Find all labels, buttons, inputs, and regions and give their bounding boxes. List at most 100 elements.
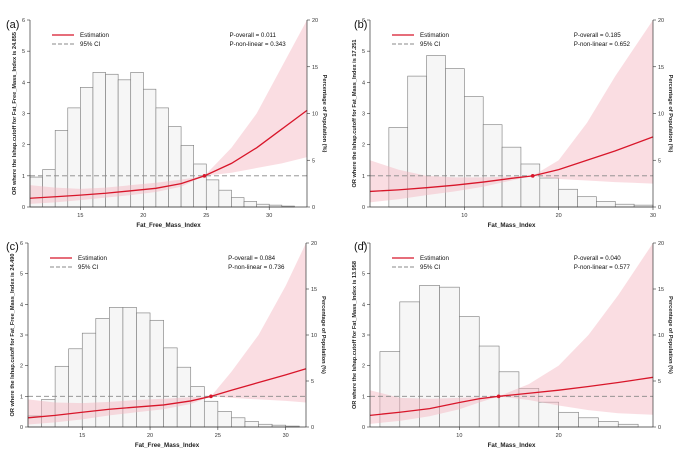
y2-tick-label: 0 <box>658 425 661 431</box>
chart-panel-3: 0 1 2 3 4 5 6 0 5 10 15 20 15 20 25 30 Fat_Free_Mass_Ind… <box>6 241 326 449</box>
y-tick-label: 2 <box>20 364 23 370</box>
histogram-bar <box>190 386 205 428</box>
legend-label-ci: 95% CI <box>78 264 99 271</box>
y-tick-label: 5 <box>362 272 365 278</box>
y2-axis-title: Percentage of Population (%) <box>667 75 673 153</box>
x-tick-label: 30 <box>650 213 656 219</box>
x-tick-label: 30 <box>283 433 289 439</box>
histogram-bar <box>256 203 270 208</box>
y-tick-label: 3 <box>22 112 25 118</box>
y2-tick-label: 20 <box>312 18 318 24</box>
y-tick-label: 2 <box>362 364 365 370</box>
y2-tick-label: 20 <box>311 241 317 247</box>
y-axis-title: OR where the lshap.cutoff for Fat_Mass_I… <box>352 40 358 188</box>
histogram-bar <box>244 421 259 428</box>
histogram-bar <box>149 319 164 428</box>
y2-tick-label: 15 <box>311 287 317 293</box>
y-tick-label: 6 <box>362 18 365 24</box>
y-tick-label: 1 <box>362 394 365 400</box>
x-axis-title: Fat_Mass_Index <box>488 222 536 229</box>
panel-label: (a) <box>6 19 19 31</box>
y2-tick-label: 15 <box>658 65 664 71</box>
legend-label-estimation: Estimation <box>80 32 109 39</box>
histogram-bar <box>231 417 246 428</box>
x-tick-label: 20 <box>147 433 153 439</box>
y-tick-label: 4 <box>362 302 365 308</box>
panel-label: (c) <box>6 241 19 253</box>
histogram-bar <box>258 423 273 428</box>
y-tick-label: 1 <box>22 174 25 180</box>
y-axis-title: OR where the lshap.cutoff for Fat_Mass_I… <box>352 261 358 409</box>
histogram-bar <box>163 347 178 428</box>
histogram-bar <box>539 177 559 208</box>
y2-tick-label: 5 <box>658 158 661 164</box>
histogram-bar <box>478 345 500 428</box>
y-tick-label: 6 <box>20 241 23 247</box>
ci-band <box>370 20 653 203</box>
y-tick-label: 3 <box>362 112 365 118</box>
ci-band <box>28 243 306 425</box>
x-tick-label: 15 <box>79 433 85 439</box>
histogram-bar <box>614 203 635 208</box>
p-overall-text: P-overall = 0.185 <box>574 32 622 39</box>
y-tick-label: 5 <box>22 49 25 55</box>
y2-axis-title: Percentage of Population (%) <box>321 75 327 153</box>
p-nonlinear-text: P-non-linear = 0.652 <box>574 41 631 48</box>
histogram-bar <box>578 417 599 428</box>
ci-band <box>30 20 307 204</box>
x-tick-label: 10 <box>461 213 467 219</box>
y-tick-label: 6 <box>362 241 365 247</box>
histogram-bar <box>520 163 541 208</box>
y-tick-label: 0 <box>22 205 25 211</box>
y2-tick-label: 15 <box>312 65 318 71</box>
p-overall-text: P-overall = 0.011 <box>229 32 276 39</box>
histogram-bar <box>577 196 597 208</box>
x-tick-label: 20 <box>140 213 146 219</box>
x-tick-label: 20 <box>556 213 562 219</box>
histogram-bar <box>558 188 578 208</box>
y-tick-label: 0 <box>20 425 23 431</box>
cutoff-point <box>530 174 535 178</box>
histogram-bar <box>168 126 182 208</box>
y-tick-label: 4 <box>362 80 365 86</box>
y2-tick-label: 10 <box>658 333 664 339</box>
y-tick-label: 0 <box>362 425 365 431</box>
y2-tick-label: 0 <box>312 205 315 211</box>
y-tick-label: 2 <box>362 143 365 149</box>
y-tick-label: 0 <box>362 205 365 211</box>
histogram-bar <box>459 316 480 428</box>
histogram-bar <box>205 179 220 208</box>
y-tick-label: 3 <box>362 333 365 339</box>
chart-panel-2: 0 1 2 3 4 5 6 0 5 10 15 20 10 20 30 Fat_Mass_Index OR wh… <box>352 18 673 229</box>
y-tick-label: 4 <box>22 80 25 86</box>
estimation-line <box>29 109 308 199</box>
legend-label-ci: 95% CI <box>80 41 101 48</box>
histogram-bar <box>243 201 257 208</box>
y2-tick-label: 20 <box>658 18 664 24</box>
ci-band <box>370 243 653 424</box>
histogram-bar <box>596 201 616 208</box>
legend-label-estimation: Estimation <box>420 255 449 262</box>
p-overall-text: P-overall = 0.040 <box>574 255 622 262</box>
cutoff-point <box>496 394 501 399</box>
histogram-bar <box>538 401 559 428</box>
x-axis-title: Fat_Free_Mass_Index <box>135 442 200 449</box>
chart-panel-1: 0 1 2 3 4 5 6 0 5 10 15 20 15 20 25 30 Fat_Free_Mass_Ind… <box>6 18 327 229</box>
x-tick-label: 15 <box>77 213 83 219</box>
chart-panel-4: 0 1 2 3 4 5 6 0 5 10 15 20 10 20 Fat_Mass_Index OR wher… <box>352 241 673 449</box>
histogram-bar <box>464 96 484 208</box>
y2-axis-title: Percentage of Population (%) <box>667 296 673 374</box>
histogram-bar <box>203 400 219 428</box>
p-nonlinear-text: P-non-linear = 0.343 <box>229 41 286 48</box>
y2-tick-label: 10 <box>658 112 664 118</box>
histogram-bar <box>155 107 169 208</box>
legend-label-ci: 95% CI <box>420 41 441 48</box>
x-axis-title: Fat_Mass_Index <box>488 442 536 449</box>
panel-label: (d) <box>354 241 367 253</box>
x-axis-title: Fat_Free_Mass_Index <box>136 222 201 229</box>
y2-tick-label: 0 <box>311 425 314 431</box>
p-overall-text: P-overall = 0.084 <box>228 255 276 262</box>
legend-label-estimation: Estimation <box>78 255 107 262</box>
y2-tick-label: 10 <box>312 112 318 118</box>
